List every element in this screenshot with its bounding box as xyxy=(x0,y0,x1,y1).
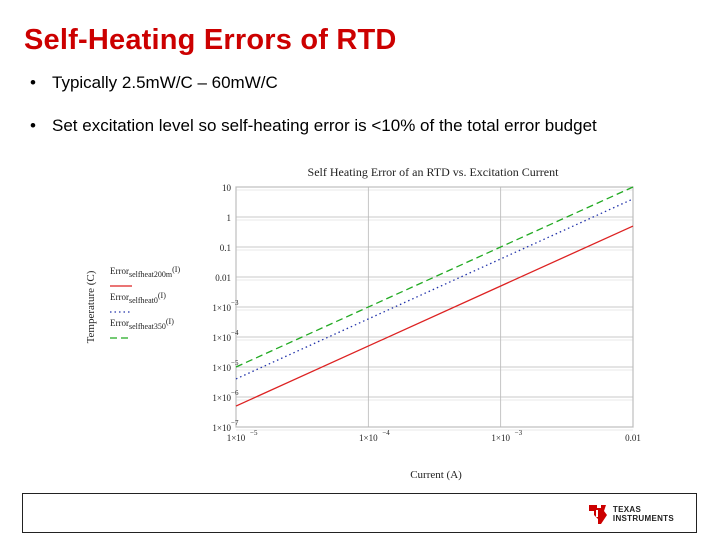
y-tick-label: 1 xyxy=(227,213,232,223)
legend-label: Errorselfheat200m(I) xyxy=(110,265,180,279)
x-tick-exponent: −5 xyxy=(250,429,258,437)
bullet-item: Typically 2.5mW/C – 60mW/C xyxy=(30,72,670,93)
ti-logo-line1: TEXAS xyxy=(612,505,642,514)
y-tick-exponent: −7 xyxy=(231,419,239,427)
x-tick-label: 1×10 xyxy=(359,433,378,443)
y-tick-label: 0.1 xyxy=(220,243,231,253)
legend-label: Errorselfheat0(I) xyxy=(110,291,166,305)
x-tick-label: 1×10 xyxy=(227,433,246,443)
chart-title: Self Heating Error of an RTD vs. Excitat… xyxy=(308,165,560,179)
x-tick-exponent: −4 xyxy=(382,429,390,437)
y-tick-exponent: −5 xyxy=(231,359,239,367)
slide-title: Self-Heating Errors of RTD xyxy=(24,24,397,56)
y-tick-label: 1×10 xyxy=(212,393,231,403)
ti-logo-text: TEXAS INSTRUMENTS xyxy=(613,505,674,523)
y-tick-label: 1×10 xyxy=(212,423,231,433)
bullet-list: Typically 2.5mW/C – 60mW/C Set excitatio… xyxy=(30,72,670,136)
y-tick-exponent: −6 xyxy=(231,389,239,397)
footer-bar: TEXAS INSTRUMENTS xyxy=(22,493,697,533)
y-tick-label: 10 xyxy=(222,183,232,193)
x-tick-label: 0.01 xyxy=(625,433,641,443)
y-axis-label: Temperature (C) xyxy=(85,270,97,343)
y-tick-exponent: −3 xyxy=(231,299,239,307)
series-lines xyxy=(235,186,634,407)
series-line-selfheat0 xyxy=(235,198,634,380)
series-line-selfheat350 xyxy=(235,186,634,368)
chart: Self Heating Error of an RTD vs. Excitat… xyxy=(85,165,641,481)
y-tick-label: 1×10 xyxy=(212,363,231,373)
legend: Errorselfheat200m(I) Errorselfheat0(I) Err… xyxy=(110,265,180,339)
x-axis-label: Current (A) xyxy=(410,469,462,481)
y-tick-label: 1×10 xyxy=(212,303,231,313)
x-tick-exponent: −3 xyxy=(515,429,523,437)
y-tick-label: 0.01 xyxy=(215,273,231,283)
bullet-item: Set excitation level so self-heating err… xyxy=(30,115,670,136)
y-tick-label: 1×10 xyxy=(212,333,231,343)
grid xyxy=(235,186,634,431)
y-tick-exponent: −4 xyxy=(231,329,239,337)
chart-container: Self Heating Error of an RTD vs. Excitat… xyxy=(76,160,670,488)
x-tick-label: 1×10 xyxy=(491,433,510,443)
ti-logo: TEXAS INSTRUMENTS xyxy=(587,500,674,528)
series-line-selfheat200m xyxy=(235,225,634,407)
ti-logo-line2: INSTRUMENTS xyxy=(612,514,674,523)
legend-label: Errorselfheat350(I) xyxy=(110,317,174,331)
ti-logo-icon xyxy=(588,505,607,524)
